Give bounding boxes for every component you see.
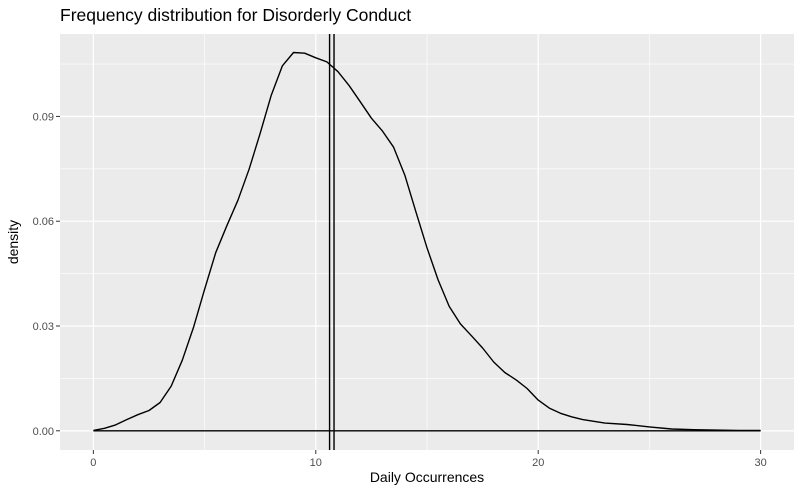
density-curve <box>93 51 761 432</box>
x-tick-label: 30 <box>755 457 767 469</box>
x-tick-label: 20 <box>532 457 544 469</box>
y-tick-label: 0.03 <box>33 321 54 333</box>
y-axis: 0.00 0.03 0.06 0.09 <box>33 111 60 438</box>
grid <box>60 34 794 450</box>
x-tick-label: 0 <box>90 457 96 469</box>
y-tick-label: 0.09 <box>33 111 54 123</box>
x-axis: 0 10 20 30 <box>90 450 767 469</box>
x-axis-title: Daily Occurrences <box>370 469 484 485</box>
y-tick-label: 0.00 <box>33 426 54 438</box>
y-axis-title: density <box>5 220 21 264</box>
x-tick-label: 10 <box>310 457 322 469</box>
reference-lines <box>328 34 335 450</box>
y-tick-label: 0.06 <box>33 216 54 228</box>
density-series <box>93 51 761 432</box>
chart-title: Frequency distribution for Disorderly Co… <box>60 5 411 25</box>
